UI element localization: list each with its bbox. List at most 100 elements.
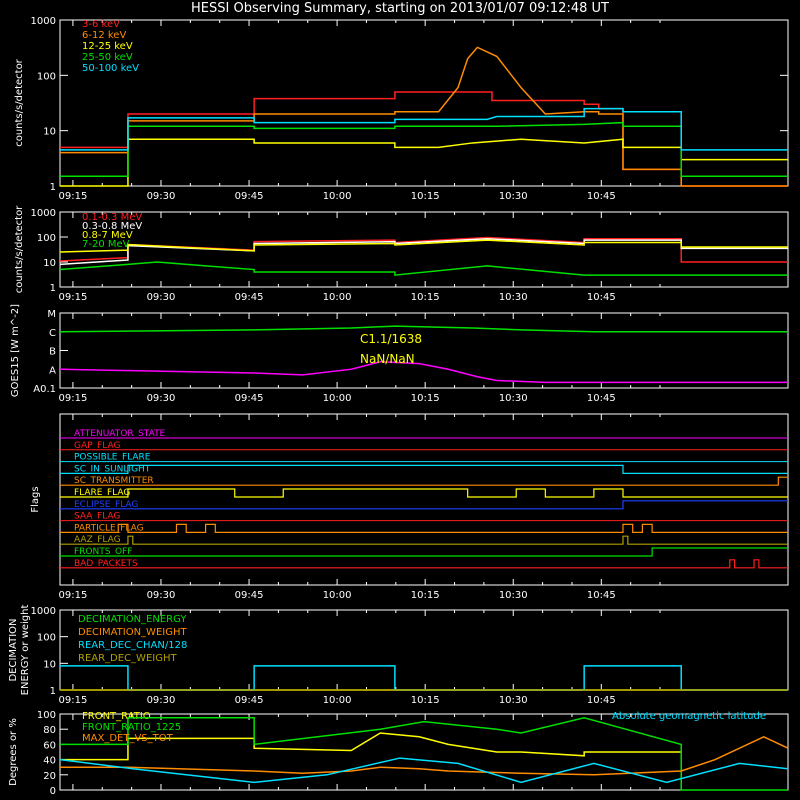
flag-label: FRONTS_OFF <box>74 547 132 557</box>
x-tick-label: 09:30 <box>147 695 176 706</box>
panel-frame-0 <box>59 19 789 187</box>
legend-entry: 25-50 keV <box>82 52 133 63</box>
flag-label: BAD_PACKETS <box>74 559 138 569</box>
flag-label: SC_IN_SUNLIGHT <box>74 464 151 474</box>
y-tick-label: 1000 <box>31 606 56 617</box>
flag-label: AAZ_FLAG <box>74 535 121 545</box>
series-line-1 <box>60 46 788 187</box>
x-tick-label: 10:45 <box>587 590 616 601</box>
series-line-4 <box>60 107 788 151</box>
panel-frame-5 <box>59 713 789 791</box>
flag-label: POSSIBLE_FLARE <box>74 453 151 463</box>
y-axis-label: counts/s/detector <box>14 205 25 293</box>
y-tick-label: 1 <box>50 283 56 294</box>
y-axis-label: counts/s/detector <box>14 58 25 146</box>
series-line-0 <box>60 732 682 761</box>
x-tick-label: 09:15 <box>59 590 88 601</box>
x-tick-label: 10:30 <box>499 695 528 706</box>
x-tick-label: 10:15 <box>411 292 440 303</box>
x-tick-label: 09:45 <box>235 292 264 303</box>
y-tick-label: A0.1 <box>33 384 56 395</box>
x-tick-label: 09:45 <box>235 191 264 202</box>
x-tick-label: 10:45 <box>587 292 616 303</box>
flag-label: ECLIPSE_FLAG <box>74 500 138 510</box>
legend-entry: MAX_DET_VS_TOT <box>82 733 174 744</box>
flag-label: SAA_FLAG <box>74 512 120 522</box>
flag-line <box>60 500 788 510</box>
legend-entry: 0.3-0.8 MeV <box>82 221 142 232</box>
y-axis-label: Flags <box>30 486 41 512</box>
x-tick-label: 10:15 <box>411 590 440 601</box>
legend-entry: 0.1-0.3 MeV <box>82 212 142 223</box>
flag-line <box>60 535 788 545</box>
legend-entry: REAR_DEC_CHAN/128 <box>78 640 187 651</box>
x-tick-label: 10:15 <box>411 695 440 706</box>
legend-entry: FRONT_RATIO_1225 <box>82 722 181 733</box>
flag-label: SC_TRANSMITTER <box>74 476 154 486</box>
x-tick-label: 09:15 <box>59 393 88 404</box>
series-line-2 <box>60 138 788 187</box>
flag-line <box>60 559 788 569</box>
y-tick-label: M <box>47 309 56 320</box>
y-tick-label: 100 <box>37 233 56 244</box>
goes-annotation: NaN/NaN <box>360 352 415 366</box>
x-tick-label: 10:00 <box>323 393 352 404</box>
y-axis-label: Degrees or % <box>8 718 19 786</box>
legend-entry: DECIMATION_WEIGHT <box>78 627 187 638</box>
y-tick-label: 80 <box>43 725 56 736</box>
series-line-2 <box>60 735 789 776</box>
x-tick-label: 09:30 <box>147 292 176 303</box>
x-tick-label: 10:30 <box>499 393 528 404</box>
series-line-3 <box>59 261 788 276</box>
x-tick-label: 10:30 <box>499 590 528 601</box>
y-tick-label: 0 <box>50 786 56 797</box>
y-tick-label: C <box>49 328 56 339</box>
y-tick-label: 100 <box>37 710 56 721</box>
goes-annotation: C1.1/1638 <box>360 332 422 346</box>
y-tick-label: 60 <box>43 740 56 751</box>
y-tick-label: 100 <box>37 633 56 644</box>
x-tick-label: 10:30 <box>499 292 528 303</box>
flag-line <box>60 464 788 474</box>
figure-title: HESSI Observing Summary, starting on 201… <box>191 1 609 16</box>
latitude-legend: Absolute geomagnetic latitude <box>612 711 766 722</box>
flag-label: PARTICLE_FLAG <box>74 523 144 533</box>
x-tick-label: 09:15 <box>59 695 88 706</box>
legend-entry: 7-20 MeV <box>82 239 130 250</box>
y-tick-label: 10 <box>43 258 56 269</box>
x-tick-label: 09:45 <box>235 695 264 706</box>
y-tick-label: 20 <box>43 771 56 782</box>
y-tick-label: 100 <box>37 71 56 82</box>
x-tick-label: 10:00 <box>323 695 352 706</box>
x-tick-label: 10:15 <box>411 393 440 404</box>
series-line-0 <box>59 236 788 263</box>
legend-entry: REAR_DEC_WEIGHT <box>78 653 177 664</box>
flag-line <box>60 547 788 557</box>
y-tick-label: 1 <box>50 182 56 193</box>
panel-frame-2 <box>59 312 789 389</box>
legend-entry: FRONT_RATIO <box>82 711 151 722</box>
flag-line <box>60 488 788 498</box>
flag-line <box>60 523 788 533</box>
x-tick-label: 09:15 <box>59 292 88 303</box>
y-tick-label: 1000 <box>31 208 56 219</box>
y-axis-label: ENERGY or weight <box>20 605 31 696</box>
y-tick-label: A <box>49 365 56 376</box>
x-tick-label: 10:00 <box>323 292 352 303</box>
y-axis-label: GOES15 [W m^-2] <box>10 304 21 397</box>
series-line-2 <box>59 239 788 253</box>
x-tick-label: 09:30 <box>147 191 176 202</box>
x-tick-label: 09:45 <box>235 590 264 601</box>
x-tick-label: 09:15 <box>59 191 88 202</box>
legend-entry: 50-100 keV <box>82 63 139 74</box>
x-tick-label: 10:00 <box>323 590 352 601</box>
legend-entry: 12-25 keV <box>82 41 133 52</box>
flag-label: ATTENUATOR_STATE <box>74 429 166 439</box>
y-tick-label: 10 <box>43 127 56 138</box>
x-tick-label: 09:30 <box>147 590 176 601</box>
y-tick-label: B <box>49 347 56 358</box>
y-tick-label: 1 <box>50 686 56 697</box>
legend-entry: 0.8-7 MeV <box>82 230 133 241</box>
series-line-1 <box>60 717 788 791</box>
